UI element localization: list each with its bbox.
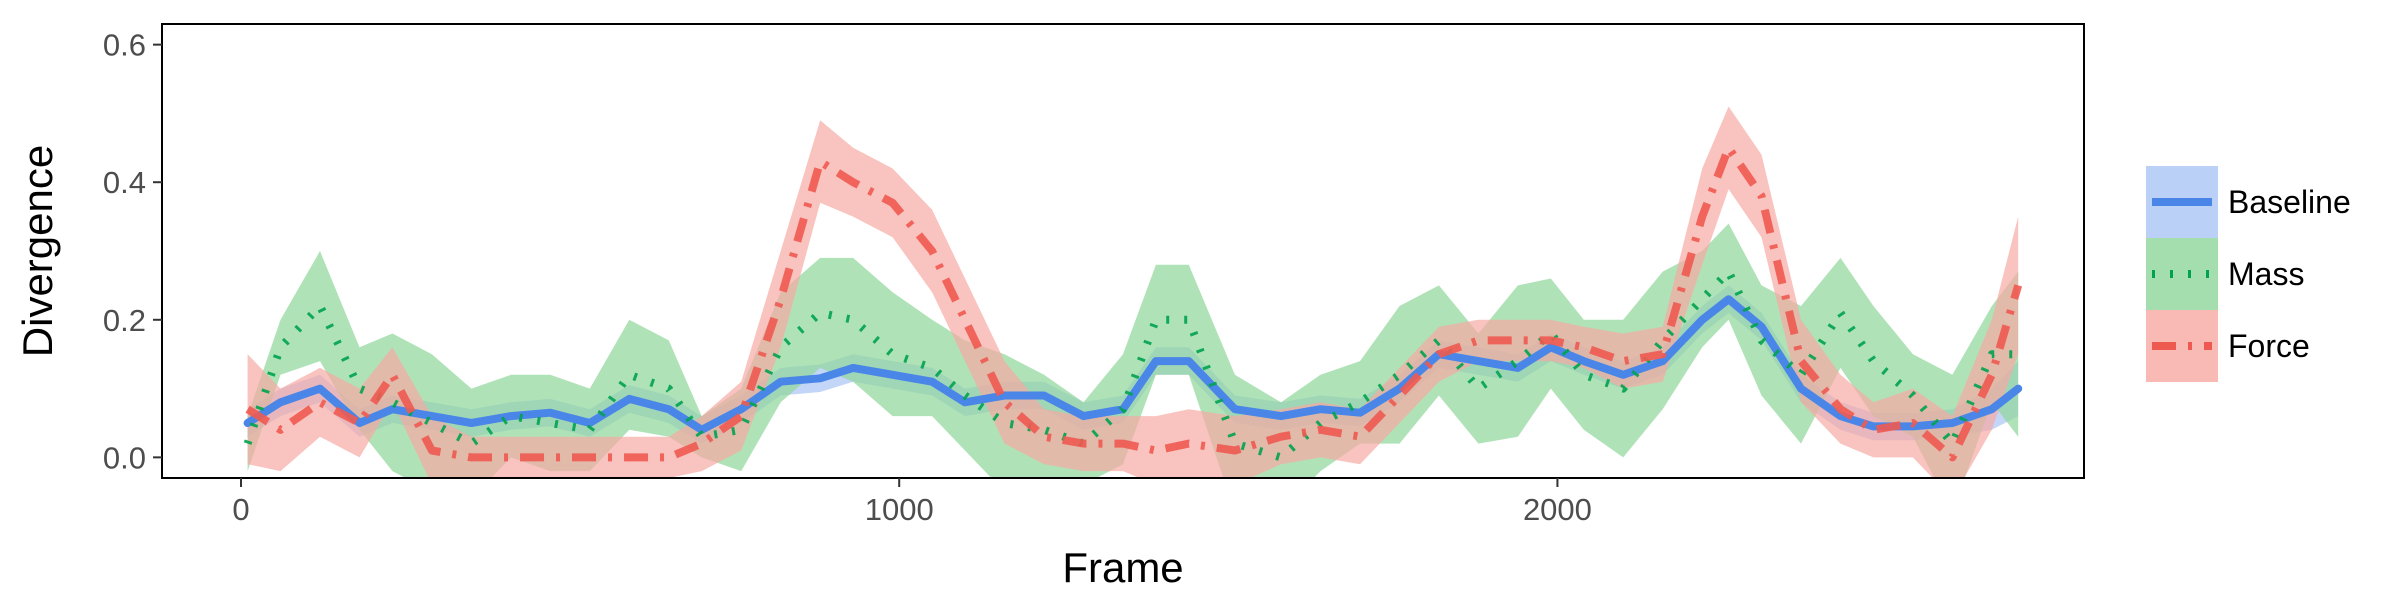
x-tick-label: 0 bbox=[232, 492, 249, 527]
series-lines bbox=[243, 143, 2023, 462]
x-tick-label: 1000 bbox=[865, 492, 934, 527]
y-tick-label: 0.6 bbox=[103, 28, 146, 63]
legend-label-mass: Mass bbox=[2228, 256, 2304, 292]
series-line-force bbox=[245, 143, 2023, 462]
y-axis: 0.0 0.2 0.4 0.6 bbox=[103, 28, 162, 475]
y-axis-title: Divergence bbox=[14, 145, 61, 357]
legend-label-force: Force bbox=[2228, 328, 2310, 364]
plot-panel-border bbox=[161, 23, 2085, 479]
series-line-baseline bbox=[243, 295, 2023, 434]
x-axis: 0 1000 2000 bbox=[232, 478, 1592, 527]
y-tick-label: 0.0 bbox=[103, 440, 146, 475]
legend: Baseline Mass Force bbox=[2146, 166, 2351, 382]
y-tick-label: 0.4 bbox=[103, 165, 146, 200]
confidence-band-mass bbox=[247, 223, 2019, 478]
legend-label-baseline: Baseline bbox=[2228, 184, 2351, 220]
x-tick-label: 2000 bbox=[1523, 492, 1592, 527]
y-tick-label: 0.2 bbox=[103, 303, 146, 338]
x-axis-title: Frame bbox=[1062, 544, 1183, 591]
